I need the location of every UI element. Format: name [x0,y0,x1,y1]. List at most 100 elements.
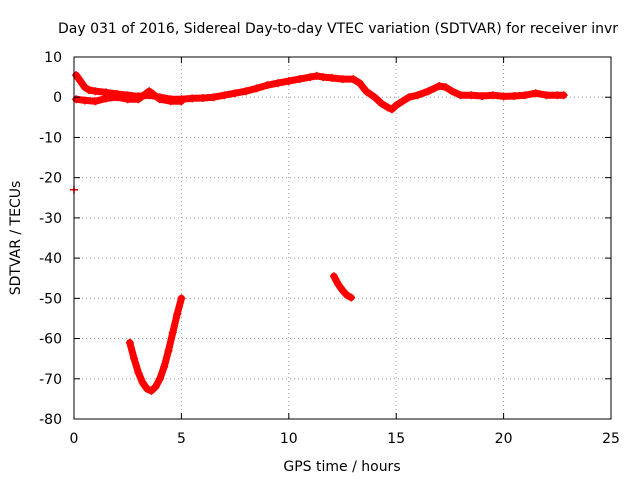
axis-ticks [73,56,612,420]
data-point [112,93,121,102]
data-point [467,91,476,100]
x-axis-label: GPS time / hours [283,459,400,475]
data-point [413,91,422,100]
x-tick-label: 25 [602,431,620,447]
data-point [488,91,497,100]
data-point [392,101,401,110]
data-point [85,85,94,94]
data-point [91,87,100,96]
data-point [521,91,530,100]
x-tick-label: 10 [280,431,298,447]
data-point [478,92,487,101]
data-point [102,94,111,103]
data-point [405,93,414,102]
data-point [145,87,154,96]
data-point [284,77,293,86]
data-point [72,71,81,80]
data-point [177,294,186,303]
y-tick-labels: 10 0 -10 -20 -30 -40 -50 -60 -70 -80 [39,50,62,428]
data-point [327,73,336,82]
data-point [387,105,396,114]
data-point [166,97,175,106]
series-3 [329,272,356,302]
data-point [329,272,338,281]
data-point [456,91,465,100]
data-point [349,75,358,84]
data-point [252,84,261,93]
y-tick-label: -50 [39,291,62,307]
data-point [377,99,386,108]
x-tick-label: 15 [387,431,405,447]
data-point [448,87,457,96]
data-point [355,79,364,88]
data-point [338,286,347,295]
x-tick-label: 20 [495,431,513,447]
data-point [151,382,160,391]
y-tick-label: -70 [39,372,62,388]
data-point [510,92,519,101]
y-tick-label: 10 [44,50,62,66]
data-point [231,89,240,98]
y-tick-label: -80 [39,412,62,428]
x-tick-label: 0 [70,431,79,447]
data-point [155,95,164,104]
data-point [138,378,147,387]
plot-frame [73,56,612,420]
data-point [334,280,343,289]
data-point [160,362,169,371]
data-point [241,87,250,96]
data-point [198,94,207,103]
y-tick-label: 0 [53,90,62,106]
data-point [342,291,351,300]
data-point [220,91,229,100]
data-point [542,91,551,100]
data-point [383,103,392,112]
data-point [130,354,139,363]
x-tick-label: 5 [177,431,186,447]
y-axis-label: SDTVAR / TECUs [8,181,24,296]
data-point [441,83,450,92]
data-point [424,87,433,96]
y-tick-label: -20 [39,171,62,187]
data-point [370,93,379,102]
data-point [134,95,143,104]
data-point [123,95,132,104]
data-point [91,97,100,106]
data-point [209,93,218,102]
data-point [338,75,347,84]
y-tick-label: -30 [39,211,62,227]
y-tick-label: -10 [39,130,62,146]
grid-lines [74,57,611,419]
data-point [306,73,315,82]
data-point [177,97,186,106]
y-tick-label: -40 [39,251,62,267]
data-point [435,81,444,90]
data-point [134,368,143,377]
data-point [80,83,89,92]
data-point [312,71,321,80]
data-point [143,384,152,393]
data-point [295,75,304,84]
data-point [168,328,177,337]
data-point [274,79,283,88]
series-2 [125,294,186,395]
series-layer [70,71,568,395]
data-point [173,310,182,319]
chart-title: Day 031 of 2016, Sidereal Day-to-day VTE… [58,21,618,37]
y-tick-label: -60 [39,332,62,348]
data-point [147,386,156,395]
data-point [188,94,197,103]
series-1 [72,87,186,106]
data-point [155,374,164,383]
data-point [347,293,356,302]
data-point [76,77,85,86]
data-point [164,346,173,355]
series-band [126,294,185,395]
data-point [125,338,134,347]
data-point [80,96,89,105]
data-point [319,73,328,82]
data-point [398,97,407,106]
data-point [499,92,508,101]
data-point [263,81,272,90]
